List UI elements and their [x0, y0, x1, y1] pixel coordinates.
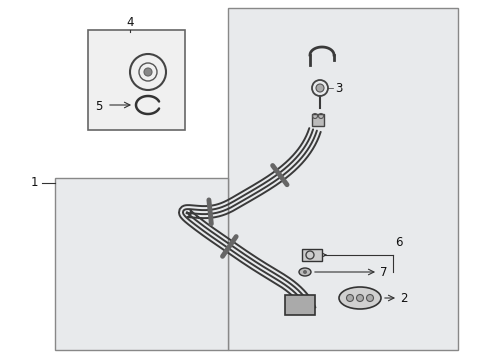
Circle shape — [346, 294, 353, 302]
Ellipse shape — [299, 268, 311, 276]
Bar — [285, 295, 315, 315]
Bar — [228, 8, 458, 350]
Text: 1: 1 — [30, 176, 38, 189]
Text: 3: 3 — [335, 81, 343, 94]
Text: 4: 4 — [126, 15, 134, 28]
Circle shape — [357, 294, 364, 302]
Text: 5: 5 — [95, 100, 102, 113]
Ellipse shape — [339, 287, 381, 309]
Bar — [88, 30, 185, 130]
Text: 6: 6 — [395, 237, 402, 249]
Text: 7: 7 — [380, 266, 388, 279]
Circle shape — [144, 68, 152, 76]
Bar — [312, 114, 324, 126]
Bar — [55, 178, 228, 350]
Bar — [302, 249, 322, 261]
Circle shape — [367, 294, 373, 302]
Text: 2: 2 — [400, 292, 408, 305]
Circle shape — [303, 270, 307, 274]
Circle shape — [316, 84, 324, 92]
